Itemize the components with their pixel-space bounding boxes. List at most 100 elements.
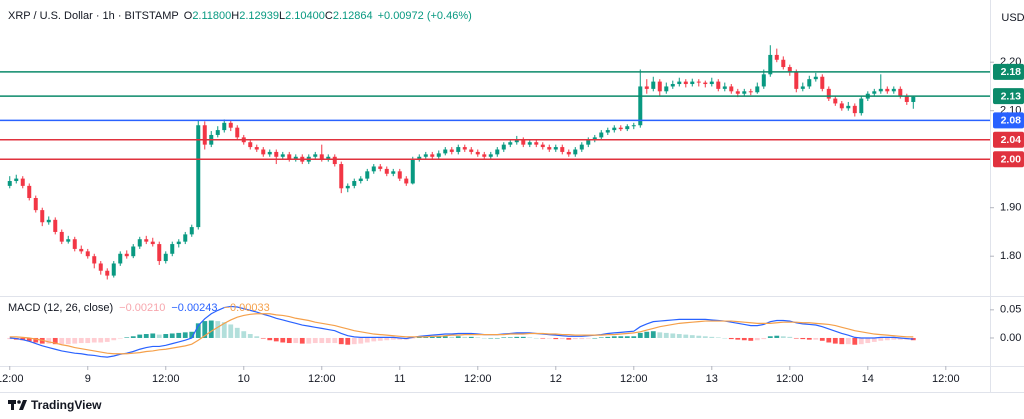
indicator-line [9, 305, 914, 358]
candle-body [501, 144, 506, 150]
y-tick-label: 0.05 [1000, 304, 1021, 316]
histogram-bar [267, 337, 273, 341]
candle-body [612, 127, 617, 131]
level-tag-box [993, 112, 1024, 129]
candle-body [755, 86, 760, 93]
histogram-bar [826, 337, 832, 343]
histogram-bar [891, 337, 897, 340]
histogram-bar [351, 337, 357, 345]
indicator-value: −0.00033 [223, 302, 270, 314]
histogram-bar [605, 336, 611, 338]
histogram-bar [98, 337, 104, 343]
histogram-bar [871, 337, 877, 342]
level-tag: 2.18 [993, 63, 1024, 80]
histogram-bar [819, 337, 825, 341]
level-tag-label: 2.04 [1001, 134, 1022, 146]
x-tick-label: 12:00 [152, 373, 180, 385]
y-tick-label: 1.90 [1000, 202, 1021, 214]
candle-body [690, 81, 695, 85]
x-tick-label: 9 [85, 373, 91, 385]
histogram-bar [592, 337, 598, 339]
price-readout: XRP / U.S. Dollar · 1h · BITSTAMP O2.118… [8, 10, 472, 22]
y-tick-label: 2.20 [1000, 56, 1021, 68]
x-tick-label: 14 [862, 373, 874, 385]
histogram-bar [371, 337, 377, 342]
candle-body [579, 144, 584, 150]
histogram-bar [579, 337, 585, 340]
candle-body [872, 91, 877, 94]
histogram-bar [897, 337, 903, 340]
logo-shape [11, 400, 14, 410]
histogram-bar [787, 336, 793, 338]
indicator-line [9, 313, 914, 355]
candle-body [703, 82, 708, 85]
logo-shape [19, 400, 27, 410]
candle-body [274, 151, 279, 157]
candle-body [573, 149, 578, 155]
candle-body [72, 239, 77, 249]
candle-body [131, 246, 136, 257]
histogram-bar [767, 336, 773, 338]
candle-body [878, 88, 883, 92]
candle-body [774, 54, 779, 60]
logo-shape [17, 400, 21, 404]
candle-body [696, 81, 701, 83]
histogram-bar [358, 337, 364, 344]
histogram-bar [286, 337, 292, 344]
candle-body [20, 178, 25, 186]
candle-body [53, 219, 58, 232]
candle-body [605, 130, 610, 133]
histogram-bar [793, 337, 799, 339]
candle-body [85, 251, 90, 257]
x-tick-label: 12 [550, 373, 562, 385]
histogram-bar [130, 336, 136, 338]
candle-body [228, 122, 233, 128]
candle-body [677, 81, 682, 85]
candle-body [105, 270, 110, 276]
candle-body [683, 81, 688, 85]
histogram-bar [878, 337, 884, 341]
candle-body [391, 171, 396, 174]
histogram-bar [806, 337, 812, 340]
x-tick-label: 12:00 [308, 373, 336, 385]
candle-body [508, 142, 513, 145]
x-tick-label: 13 [706, 373, 718, 385]
histogram-bar [325, 337, 331, 344]
histogram-bar [488, 337, 494, 339]
histogram-bar [429, 336, 435, 338]
candle-body [371, 166, 376, 172]
candle-body [384, 168, 389, 174]
candle-body [898, 88, 903, 97]
change: +0.00972 (+0.46%) [377, 10, 472, 22]
histogram-bar [481, 337, 487, 339]
histogram-bar [670, 333, 676, 338]
histogram-bar [208, 320, 214, 338]
candle-body [833, 98, 838, 104]
histogram-bar [507, 337, 513, 338]
candle-body [839, 103, 844, 109]
y-tick-label: 0.00 [1000, 332, 1021, 344]
histogram-bar [637, 332, 643, 338]
ohlc-field: L2.10400 [279, 10, 325, 22]
level-tag: 2.00 [993, 151, 1024, 168]
histogram-bar [494, 337, 500, 339]
brand-name: TradingView [31, 398, 102, 412]
histogram-bar [728, 337, 734, 340]
candle-body [287, 154, 292, 160]
histogram-bar [475, 337, 481, 338]
ohlc-field: O2.11800 [184, 10, 232, 22]
candle-body [651, 81, 656, 89]
histogram-bar [377, 337, 383, 341]
level-tag-label: 2.13 [1001, 90, 1022, 102]
level-tag-box [993, 131, 1024, 148]
candle-body [462, 147, 467, 150]
histogram-bar [397, 337, 403, 340]
histogram-bar [501, 337, 507, 338]
histogram-bar [650, 331, 656, 338]
candle-body [202, 125, 207, 145]
ohlc-field: C2.12864 [325, 10, 373, 22]
level-tag: 2.13 [993, 88, 1024, 105]
candle-body [729, 86, 734, 92]
candle-body [215, 130, 220, 135]
histogram-bar [416, 337, 422, 338]
